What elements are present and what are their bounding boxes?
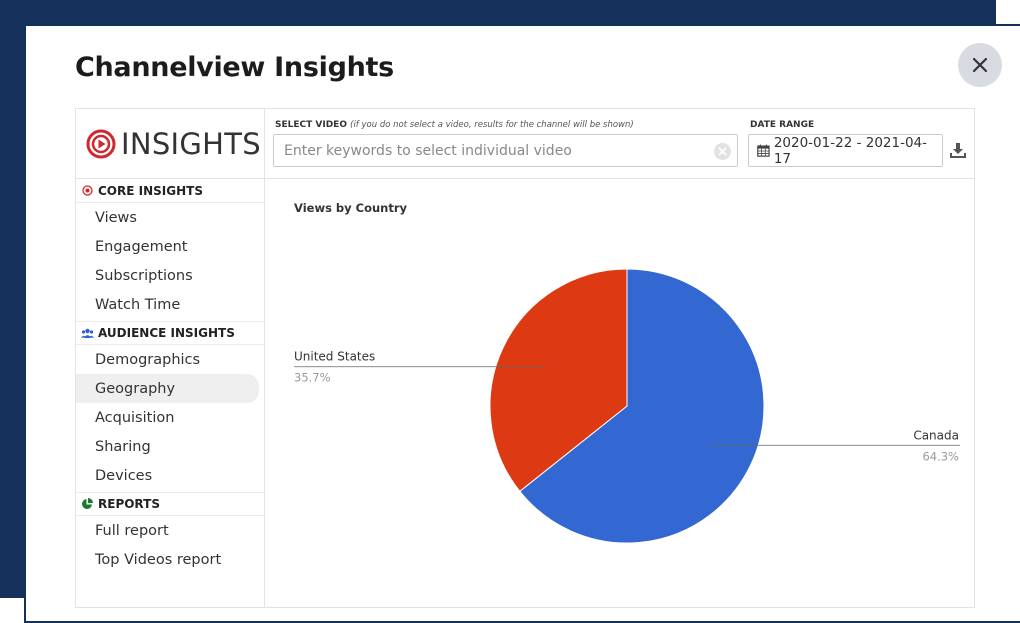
sidebar-item-devices[interactable]: Devices xyxy=(95,467,153,484)
users-icon xyxy=(80,328,94,339)
section-core-insights: CORE INSIGHTS xyxy=(76,179,264,203)
section-reports: REPORTS xyxy=(76,492,264,516)
sidebar-item-demographics[interactable]: Demographics xyxy=(95,351,201,368)
slice-label: Canada xyxy=(913,428,959,442)
pie-slice-united-states[interactable] xyxy=(489,268,628,493)
target-icon xyxy=(80,185,94,196)
close-button[interactable] xyxy=(958,43,1002,87)
filter-bar: SELECT VIDEO (if you do not select a vid… xyxy=(265,109,974,179)
sidebar-item-sharing[interactable]: Sharing xyxy=(95,438,151,455)
play-target-icon xyxy=(86,129,116,158)
select-video-label: SELECT VIDEO (if you do not select a vid… xyxy=(275,120,634,130)
insights-logo: INSIGHTS xyxy=(76,109,264,179)
pie-chart-icon xyxy=(80,498,94,510)
sidebar-item-top-videos-report[interactable]: Top Videos report xyxy=(95,551,222,568)
sidebar-item-watch-time[interactable]: Watch Time xyxy=(95,296,181,313)
sidebar-item-views[interactable]: Views xyxy=(95,209,137,226)
close-icon xyxy=(972,57,988,73)
select-video-hint: (if you do not select a video, results f… xyxy=(350,120,634,130)
sidebar: INSIGHTS CORE INSIGHTS Views Engagement … xyxy=(76,109,265,607)
slice-percent: 35.7% xyxy=(294,371,331,385)
sidebar-item-geography[interactable]: Geography xyxy=(76,374,259,403)
sidebar-item-full-report[interactable]: Full report xyxy=(95,522,169,539)
section-title: REPORTS xyxy=(98,497,160,511)
insights-modal: Channelview Insights INSIGHTS CORE INS xyxy=(24,24,1020,623)
logo-text: INSIGHTS xyxy=(121,126,262,161)
section-title: CORE INSIGHTS xyxy=(98,183,203,198)
chart-title: Views by Country xyxy=(294,201,408,215)
date-range-label: DATE RANGE xyxy=(750,120,815,130)
pie-slice-canada[interactable] xyxy=(519,268,765,544)
calendar-icon xyxy=(757,144,770,157)
slice-label: United States xyxy=(294,350,375,364)
clear-icon[interactable] xyxy=(714,143,731,160)
date-range-picker[interactable]: 2020-01-22 - 2021-04-17 xyxy=(748,134,943,167)
select-video-label-text: SELECT VIDEO xyxy=(275,120,347,130)
modal-title: Channelview Insights xyxy=(75,52,394,83)
video-search-placeholder: Enter keywords to select individual vide… xyxy=(284,142,572,159)
video-search-input[interactable]: Enter keywords to select individual vide… xyxy=(273,134,738,167)
sidebar-item-acquisition[interactable]: Acquisition xyxy=(95,409,175,426)
section-title: AUDIENCE INSIGHTS xyxy=(98,326,235,340)
insights-panel: INSIGHTS CORE INSIGHTS Views Engagement … xyxy=(75,108,975,608)
pie-chart: Canada 64.3% United States 35.7% xyxy=(294,268,960,544)
date-range-value: 2020-01-22 - 2021-04-17 xyxy=(773,134,928,167)
section-audience-insights: AUDIENCE INSIGHTS xyxy=(76,321,264,345)
sidebar-item-subscriptions[interactable]: Subscriptions xyxy=(95,267,193,284)
chart-area: Views by Country Canada 64.3% United State… xyxy=(265,179,974,607)
sidebar-item-engagement[interactable]: Engagement xyxy=(95,238,188,255)
slice-percent: 64.3% xyxy=(922,449,959,463)
download-icon[interactable] xyxy=(949,141,967,159)
